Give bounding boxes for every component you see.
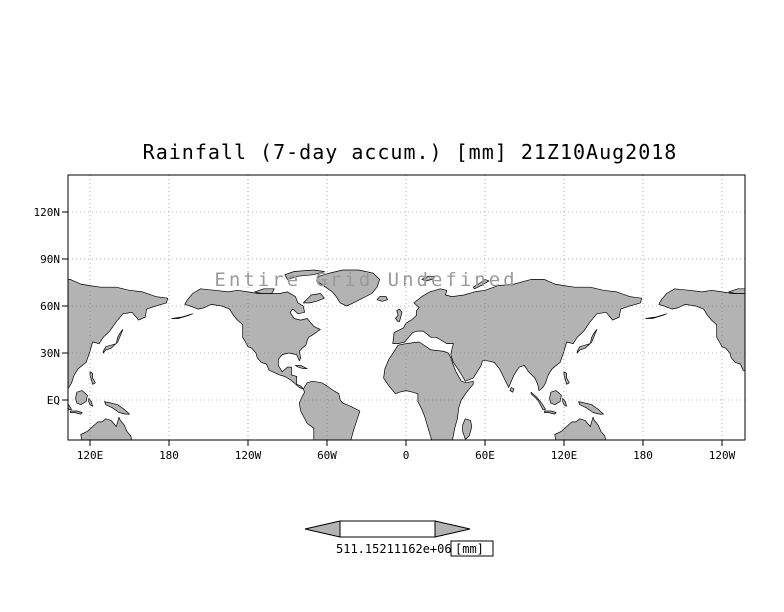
landmass-baffin-island xyxy=(777,294,784,303)
y-tick-EQ: EQ xyxy=(47,394,60,407)
landmass-philippines xyxy=(563,371,570,385)
landmass-eurasia xyxy=(68,279,169,389)
landmass-svalbard xyxy=(421,275,436,282)
landmass-cuba xyxy=(769,366,781,369)
colorbar: 511.15211162e+06 [mm] xyxy=(304,520,494,557)
landmass-novaya-zemlya xyxy=(0,279,15,288)
landmass-victoria-island xyxy=(254,288,275,294)
landmass-aleutians xyxy=(171,313,194,319)
colorbar-value-label: 511.15211162e+06 xyxy=(336,542,452,556)
y-tick-30N: 30N xyxy=(40,347,60,360)
y-tick-60N: 60N xyxy=(40,300,60,313)
x-tick-60W: 60W xyxy=(317,449,337,462)
y-tick-120N: 120N xyxy=(34,206,61,219)
world-copy xyxy=(0,279,169,440)
x-tick-0: 0 xyxy=(403,449,410,462)
landmass-new-guinea xyxy=(578,401,604,415)
grid-layer xyxy=(62,175,745,446)
landmass-baffin-island xyxy=(302,293,325,304)
landmass-philippines xyxy=(89,371,96,385)
landmass-north-america xyxy=(184,288,321,390)
y-tick-90N: 90N xyxy=(40,253,60,266)
undefined-grid-annotation: Entire Grid Undefined xyxy=(214,269,517,291)
world-map xyxy=(0,269,784,442)
landmass-sumatra xyxy=(530,391,546,410)
landmass-sumatra xyxy=(68,403,72,410)
map-frame xyxy=(67,174,746,441)
landmass-eurasia xyxy=(392,279,643,391)
landmass-japan xyxy=(102,329,124,354)
landmass-africa xyxy=(383,341,474,440)
x-tick-180-b: 180 xyxy=(633,449,653,462)
x-tick-120E-a: 120E xyxy=(77,449,104,462)
colorbar-body xyxy=(339,520,436,538)
landmass-sri-lanka xyxy=(509,387,515,393)
landmass-new-guinea xyxy=(104,401,130,415)
landmass-java xyxy=(69,410,83,415)
x-tick-180-a: 180 xyxy=(159,449,179,462)
landmass-aleutians xyxy=(645,313,668,319)
landmass-greenland xyxy=(316,269,381,307)
colorbar-left-arrow-icon xyxy=(304,520,341,538)
landmass-south-america xyxy=(773,381,784,442)
x-tick-120W-b: 120W xyxy=(709,449,736,462)
colorbar-units-label: [mm] xyxy=(455,542,484,556)
landmass-ellesmere-island xyxy=(284,269,325,280)
landmass-madagascar xyxy=(462,418,473,440)
landmass-australia xyxy=(554,416,606,440)
landmass-sri-lanka xyxy=(36,388,40,393)
landmass-java xyxy=(543,410,557,415)
world-copy xyxy=(645,270,784,442)
landmass-borneo xyxy=(75,390,88,406)
x-tick-60E: 60E xyxy=(475,449,495,462)
x-tick-120E-b: 120E xyxy=(551,449,578,462)
world-copy xyxy=(171,269,643,440)
x-tick-120W-a: 120W xyxy=(235,449,262,462)
landmass-australia xyxy=(80,416,132,440)
landmass-south-america xyxy=(298,380,361,440)
landmass-britain xyxy=(395,308,403,323)
landmass-victoria-island xyxy=(728,288,745,294)
landmass-borneo xyxy=(549,390,562,406)
landmass-japan xyxy=(576,329,598,354)
landmass-north-america xyxy=(658,288,745,372)
landmass-cuba xyxy=(295,365,308,370)
landmass-ellesmere-island xyxy=(759,270,784,279)
colorbar-right-arrow-icon xyxy=(434,520,471,538)
landmass-iceland xyxy=(376,296,388,302)
landmass-sulawesi xyxy=(88,398,93,407)
colorbar-units-box xyxy=(450,540,494,557)
plot-title: Rainfall (7-day accum.) [mm] 21Z10Aug201… xyxy=(143,140,678,164)
landmass-sulawesi xyxy=(562,398,567,407)
